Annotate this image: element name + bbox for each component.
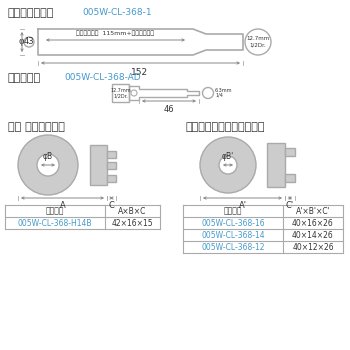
- Text: A: A: [60, 201, 65, 210]
- Text: 品　　番: 品 番: [46, 206, 64, 216]
- Bar: [285, 174, 295, 182]
- Text: ハブ ポリッシャー: ハブ ポリッシャー: [8, 122, 65, 132]
- Circle shape: [219, 156, 237, 174]
- Text: 005W-CL-368-14: 005W-CL-368-14: [201, 231, 265, 239]
- Text: A×B×C: A×B×C: [118, 206, 147, 216]
- Text: A'×B'×C': A'×B'×C': [296, 206, 330, 216]
- Text: 005W-CL-368-12: 005W-CL-368-12: [201, 243, 265, 252]
- Text: 40×14×26: 40×14×26: [292, 231, 334, 239]
- Text: 005W-CL-368-16: 005W-CL-368-16: [201, 218, 265, 228]
- Bar: [107, 175, 116, 182]
- Text: 152: 152: [132, 68, 148, 77]
- Text: 12.7mm: 12.7mm: [111, 88, 131, 92]
- Text: 43: 43: [24, 37, 35, 47]
- Text: スタッド深さ  115mm+カートリッジ: スタッド深さ 115mm+カートリッジ: [76, 30, 155, 36]
- Text: 6.3mm: 6.3mm: [215, 88, 232, 92]
- Text: 12.7mm: 12.7mm: [246, 36, 270, 42]
- Circle shape: [37, 154, 59, 176]
- Text: アダプター: アダプター: [8, 73, 41, 83]
- Text: φB: φB: [43, 152, 53, 161]
- Bar: [285, 148, 295, 156]
- Bar: [90, 145, 107, 185]
- Text: 1/4: 1/4: [215, 92, 223, 98]
- Text: C: C: [108, 201, 114, 210]
- Text: スタッドボルトクリーナー: スタッドボルトクリーナー: [185, 122, 265, 132]
- Text: 005W-CL-368-1: 005W-CL-368-1: [82, 8, 152, 17]
- Text: C': C': [286, 201, 294, 210]
- Text: 42×16×15: 42×16×15: [112, 218, 153, 228]
- Text: 40×12×26: 40×12×26: [292, 243, 334, 252]
- Text: φ: φ: [19, 37, 24, 47]
- Text: 1/2Dr.: 1/2Dr.: [114, 93, 128, 98]
- Circle shape: [18, 135, 78, 195]
- Bar: [107, 151, 116, 158]
- Text: 005W-CL-368-H14B: 005W-CL-368-H14B: [18, 218, 92, 228]
- Bar: [267, 143, 285, 187]
- Text: 品　　番: 品 番: [224, 206, 242, 216]
- Text: 005W-CL-368-AD: 005W-CL-368-AD: [64, 73, 141, 82]
- Text: 1/2Dr.: 1/2Dr.: [250, 42, 266, 48]
- Circle shape: [200, 137, 256, 193]
- Text: ボディホルダー: ボディホルダー: [8, 8, 54, 18]
- Bar: [107, 162, 116, 169]
- Text: 40×16×26: 40×16×26: [292, 218, 334, 228]
- Text: φB': φB': [222, 152, 234, 161]
- Text: 46: 46: [164, 105, 174, 114]
- Text: A': A': [238, 201, 246, 210]
